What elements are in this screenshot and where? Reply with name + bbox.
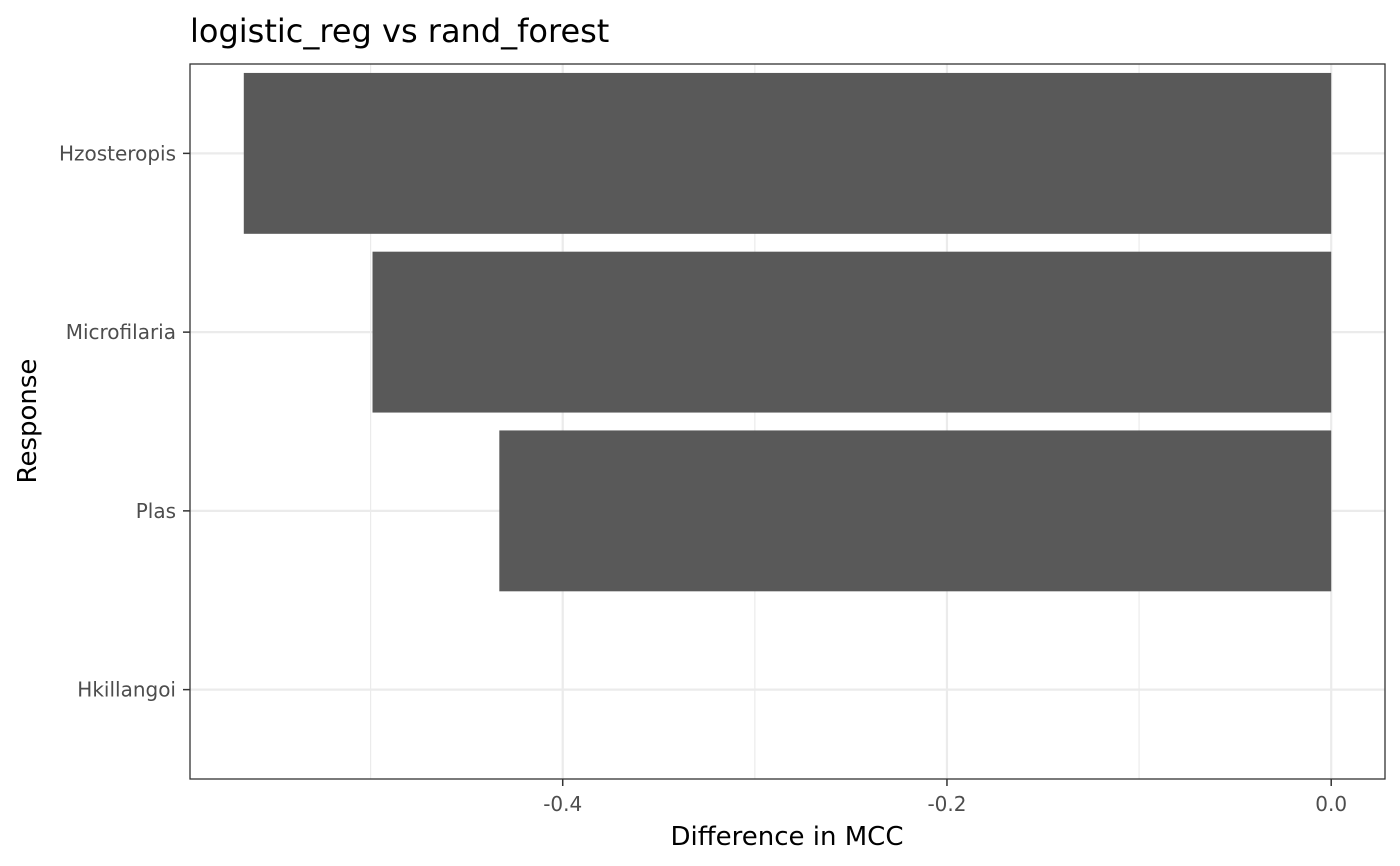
x-axis-title: Difference in MCC: [670, 822, 903, 852]
x-tick-label: 0.0: [1315, 792, 1347, 816]
x-tick-label: -0.2: [927, 792, 966, 816]
y-tick-label: Plas: [136, 499, 176, 523]
y-axis-ticks: Hzosteropis Microfilaria Plas Hkillangoi: [59, 141, 190, 702]
panel-border: [189, 63, 1386, 780]
x-tick-label: -0.4: [543, 792, 582, 816]
chart-title: logistic_reg vs rand_forest: [190, 12, 609, 50]
x-axis-ticks: -0.4 -0.2 0.0: [543, 779, 1347, 816]
y-tick-label: Hzosteropis: [59, 141, 176, 165]
y-tick-label: Hkillangoi: [77, 678, 176, 702]
y-tick-label: Microfilaria: [66, 320, 176, 344]
bar-plas: [499, 430, 1332, 592]
y-axis-title: Response: [13, 359, 43, 484]
bars: [243, 72, 1332, 592]
bar-microfilaria: [372, 251, 1332, 413]
bar-hzosteropis: [243, 72, 1332, 234]
